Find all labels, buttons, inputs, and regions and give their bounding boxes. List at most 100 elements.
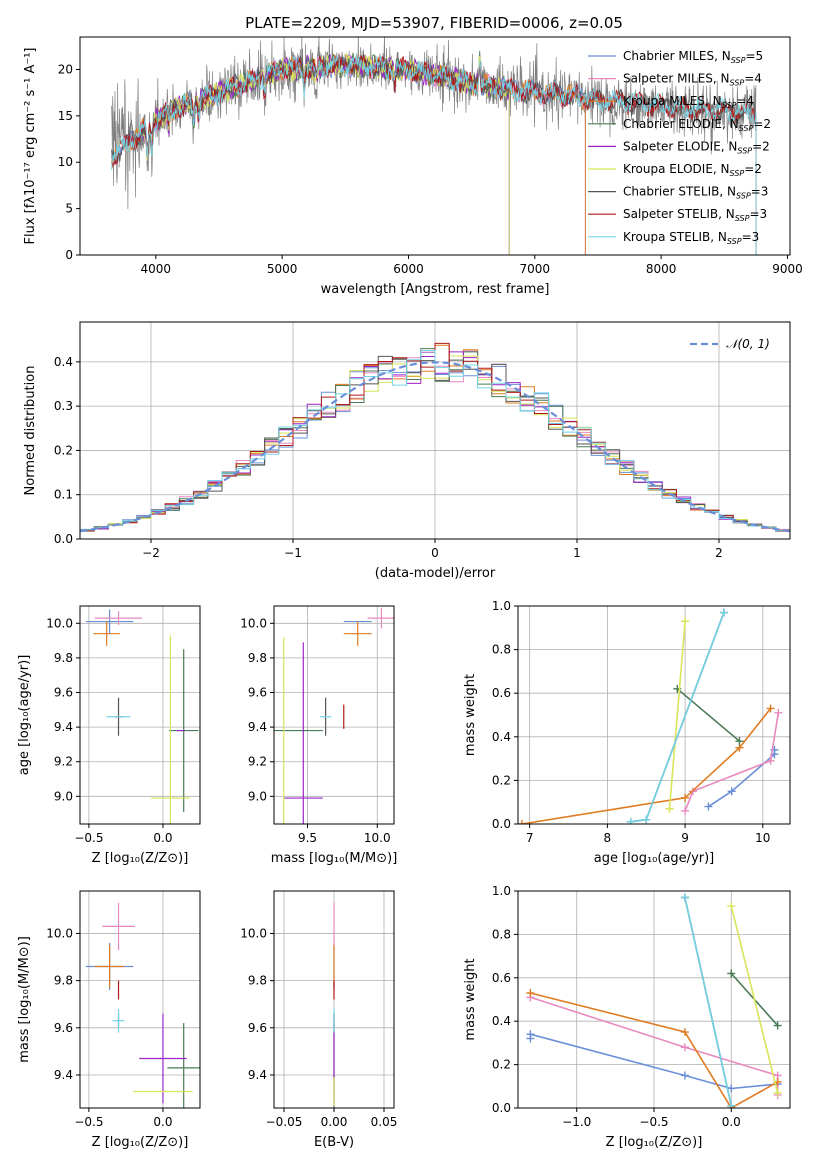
legend-label-suffix: =3 — [749, 207, 767, 221]
weight-marker — [642, 815, 651, 824]
y-tick-label: 10.0 — [46, 926, 73, 940]
x-tick-label: 8000 — [646, 262, 677, 276]
weight-marker — [680, 1028, 689, 1037]
weight-line — [521, 708, 772, 824]
x-tick-label: 0.00 — [321, 1115, 348, 1129]
legend-label-main: Salpeter ELODIE, N — [623, 139, 737, 153]
legend-label-main: Salpeter MILES, N — [623, 72, 730, 86]
weight-marker — [727, 902, 736, 911]
y-tick-label: 9.6 — [54, 1021, 73, 1035]
y-tick-label: 15 — [58, 109, 73, 123]
y-tick-label: 0.1 — [54, 488, 73, 502]
x-tick-label: 9 — [681, 831, 689, 845]
y-tick-label: 9.8 — [248, 651, 267, 665]
x-axis-label: Z [log₁₀(Z/Z⊙)] — [92, 851, 189, 866]
weight-marker — [735, 737, 744, 746]
plot-area — [80, 342, 790, 539]
x-tick-label: 0 — [431, 546, 439, 560]
weight-line — [730, 906, 779, 1093]
weight-line — [668, 621, 686, 809]
y-tick-label: 9.6 — [248, 1021, 267, 1035]
plot-area — [85, 609, 199, 824]
legend-label: Salpeter ELODIE, NSSP=2 — [623, 139, 770, 155]
x-tick-label: 9.5 — [298, 831, 317, 845]
y-axis-label: age [log₁₀(age/yr)] — [17, 655, 32, 776]
x-axis-label: Z [log₁₀(Z/Z⊙)] — [92, 1135, 189, 1150]
legend-label: Salpeter MILES, NSSP=4 — [623, 72, 762, 88]
x-tick-label: 0.05 — [371, 1115, 398, 1129]
age-vs-mass-panel: 9.5 10.0 9.0 9.2 9.4 9.6 9.8 10.0 mass [log₁₀(M/… — [240, 605, 397, 866]
figure-title: PLATE=2209, MJD=53907, FIBERID=0006, z=0… — [245, 14, 623, 32]
x-axis-label: Z [log₁₀(Z/Z⊙)] — [606, 1135, 703, 1150]
legend-label-suffix: =4 — [744, 72, 762, 86]
x-tick-label: 8 — [604, 831, 612, 845]
legend-label-main: Kroupa STELIB, N — [623, 230, 727, 244]
y-tick-label: 9.2 — [248, 755, 267, 769]
y-axis-label: mass [log₁₀(M/M⊙)] — [17, 936, 32, 1063]
weight-marker — [727, 1101, 736, 1108]
y-tick-label: 9.8 — [54, 651, 73, 665]
legend-label-sub: SSP — [737, 146, 752, 155]
mass-vs-z-panel: −0.5 0.0 9.4 9.6 9.8 10.0 Z [log₁₀(Z/Z⊙)] mass … — [17, 890, 201, 1150]
x-axis-label: E(B-V) — [314, 1135, 354, 1150]
y-tick-label: 0.4 — [492, 730, 511, 744]
spectrum-panel: 4000 5000 6000 7000 8000 9000 0 5 10 15 20 waveleng… — [23, 36, 803, 297]
plot-area — [85, 902, 200, 1108]
x-axis-label: wavelength [Angstrom, rest frame] — [321, 282, 550, 297]
y-tick-label: 0.4 — [492, 1014, 511, 1028]
legend-label-main: Salpeter STELIB, N — [623, 207, 735, 221]
y-tick-label: 0.8 — [492, 927, 511, 941]
weight-marker — [526, 988, 535, 997]
legend-label-main: Kroupa MILES, N — [623, 94, 722, 108]
legend-label: Kroupa STELIB, NSSP=3 — [623, 230, 759, 246]
y-tick-label: 9.2 — [54, 755, 73, 769]
x-tick-label: −0.5 — [74, 1115, 103, 1129]
x-axis-label: age [log₁₀(age/yr)] — [594, 851, 715, 866]
legend-label-suffix: =2 — [753, 117, 771, 131]
gaussian-curve — [80, 361, 790, 533]
plot-area — [274, 607, 394, 824]
legend-label: Chabrier MILES, NSSP=5 — [623, 49, 763, 65]
x-tick-label: −1.0 — [562, 1115, 591, 1129]
legend-label: Kroupa ELODIE, NSSP=2 — [623, 162, 762, 178]
y-tick-label: 10.0 — [46, 616, 73, 630]
legend-label-main: Kroupa ELODIE, N — [623, 162, 730, 176]
x-tick-label: 4000 — [141, 262, 172, 276]
x-tick-label: 6000 — [393, 262, 424, 276]
legend-label-sub: SSP — [735, 214, 750, 223]
y-tick-label: 9.6 — [248, 686, 267, 700]
x-tick-label: 10.0 — [364, 831, 391, 845]
weight-marker — [518, 820, 526, 824]
legend-label-sub: SSP — [722, 101, 737, 110]
y-tick-label: 0.6 — [492, 971, 511, 985]
plot-area — [111, 37, 757, 255]
weight-marker — [526, 1030, 535, 1039]
axes-frame — [517, 605, 791, 825]
weight-marker — [727, 1084, 736, 1093]
x-axis-label: (data-model)/error — [375, 566, 496, 581]
weight-marker — [766, 756, 775, 765]
plot-area — [526, 893, 782, 1108]
spectrum-model-line — [111, 53, 757, 170]
residuals-panel: −2 −1 0 1 2 0.0 0.1 0.2 0.3 0.4 (data-model)/error… — [23, 321, 791, 581]
x-tick-label: 9000 — [772, 262, 803, 276]
axes-frame — [79, 605, 201, 825]
y-tick-label: 0.2 — [492, 773, 511, 787]
plot-area — [518, 608, 783, 824]
x-tick-label: 0.0 — [722, 1115, 741, 1129]
y-tick-label: 5 — [65, 202, 73, 216]
mass-vs-ebv-panel: −0.05 0.00 0.05 9.4 9.6 9.8 10.0 E(B-V) — [240, 890, 398, 1150]
y-tick-label: 9.8 — [54, 974, 73, 988]
legend-label-suffix: =3 — [742, 230, 760, 244]
y-tick-label: 9.0 — [54, 789, 73, 803]
x-tick-label: −2 — [142, 546, 160, 560]
y-tick-label: 0.3 — [54, 399, 73, 413]
weight-marker — [680, 1043, 689, 1052]
weight-marker — [773, 1088, 782, 1097]
x-tick-label: 5000 — [267, 262, 298, 276]
axes-frame — [273, 890, 395, 1109]
legend-label-main: Chabrier ELODIE, N — [623, 117, 739, 131]
weight-marker — [665, 804, 674, 813]
weight-marker — [766, 704, 775, 713]
